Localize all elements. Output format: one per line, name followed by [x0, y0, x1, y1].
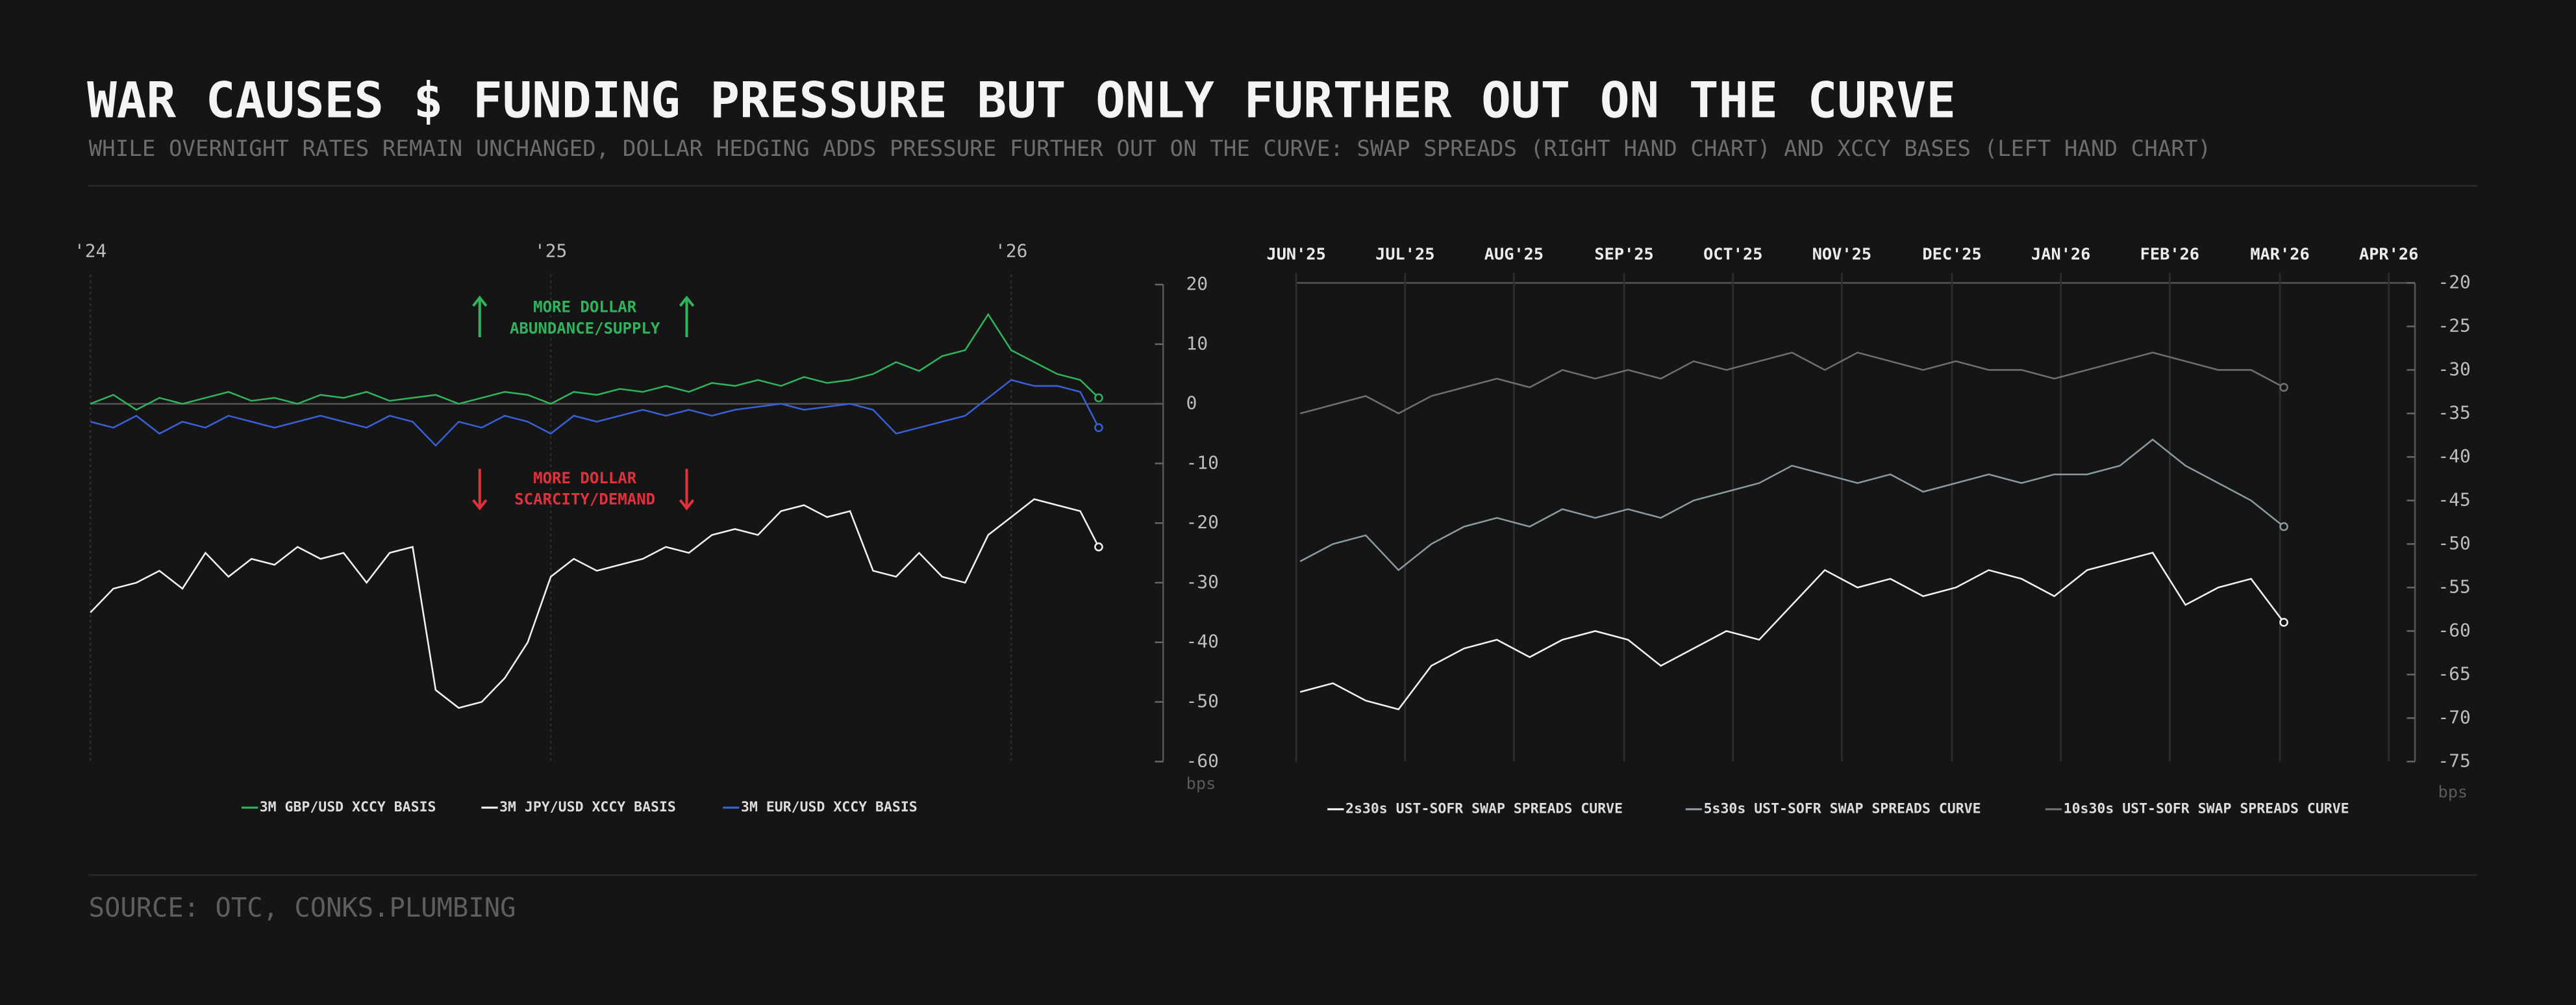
x-tick-label: JUL'25 [1375, 244, 1434, 263]
series-line [90, 379, 1100, 447]
x-tick-label: AUG'25 [1484, 244, 1544, 263]
y-tick-label: -30 [1186, 571, 1219, 592]
series-line [90, 312, 1099, 411]
y-tick-label: -45 [2438, 489, 2470, 510]
legend-label: 10s30s UST-SOFR SWAP SPREADS CURVE [2064, 801, 2349, 817]
y-tick-label: -75 [2438, 750, 2470, 771]
annotation: MORE DOLLAR [533, 298, 637, 316]
legend-label: 2s30s UST-SOFR SWAP SPREADS CURVE [1345, 801, 1623, 817]
y-tick-label: 10 [1186, 333, 1208, 354]
y-tick-label: -60 [1186, 750, 1219, 771]
arrow-head [679, 296, 695, 307]
series-line [1299, 439, 2284, 572]
y-tick-label: -30 [2438, 358, 2470, 379]
legend-label: 3M EUR/USD XCCY BASIS [741, 799, 918, 815]
x-tick-label: SEP'25 [1594, 244, 1653, 263]
arrow-head [472, 499, 488, 511]
legend-label: 5s30s UST-SOFR SWAP SPREADS CURVE [1704, 801, 1981, 817]
subtitle: WHILE OVERNIGHT RATES REMAIN UNCHANGED, … [89, 136, 2211, 162]
y-tick-label: -20 [1186, 511, 1219, 533]
series-line [1299, 552, 2285, 711]
annotation: SCARCITY/DEMAND [514, 490, 655, 509]
y-tick-label: -10 [1186, 452, 1219, 473]
title: WAR CAUSES $ FUNDING PRESSURE BUT ONLY F… [87, 71, 1956, 129]
end-marker [1094, 393, 1103, 403]
y-tick-label: -40 [2438, 445, 2470, 466]
x-tick-label: NOV'25 [1812, 244, 1871, 263]
x-tick-label: MAR'26 [2250, 244, 2309, 263]
y-unit: bps [1186, 774, 1216, 793]
y-unit: bps [2438, 782, 2468, 801]
y-tick-label: -60 [2438, 619, 2470, 641]
x-tick-label: JUN'25 [1266, 244, 1325, 263]
x-tick-label: '24 [74, 240, 106, 261]
x-tick-label: DEC'25 [1922, 244, 1981, 263]
y-tick-label: -70 [2438, 706, 2470, 728]
x-tick-label: '26 [995, 240, 1027, 261]
x-tick-label: APR'26 [2359, 244, 2418, 263]
legend-label: 3M JPY/USD XCCY BASIS [499, 799, 676, 815]
end-marker [1094, 423, 1103, 433]
x-tick-label: '25 [534, 240, 567, 261]
y-tick-label: -50 [2438, 532, 2470, 553]
arrow-head [679, 499, 695, 511]
end-marker [1094, 542, 1103, 552]
series-line [1299, 351, 2284, 414]
x-tick-label: OCT'25 [1703, 244, 1762, 263]
y-tick-label: 20 [1186, 273, 1208, 294]
source: SOURCE: OTC, CONKS.PLUMBING [89, 892, 516, 923]
arrow-head [472, 296, 488, 307]
annotation: MORE DOLLAR [533, 469, 637, 487]
annotation: ABUNDANCE/SUPPLY [510, 319, 660, 337]
y-tick-label: -40 [1186, 631, 1219, 652]
x-tick-label: JAN'26 [2031, 244, 2090, 263]
legend-label: 3M GBP/USD XCCY BASIS [260, 799, 436, 815]
y-tick-label: -20 [2438, 271, 2470, 292]
y-tick-label: -65 [2438, 663, 2470, 684]
y-tick-label: -50 [1186, 690, 1219, 711]
x-tick-label: FEB'26 [2140, 244, 2199, 263]
end-marker [2279, 522, 2288, 531]
y-tick-label: -25 [2438, 314, 2470, 336]
end-marker [2279, 383, 2288, 392]
y-tick-label: 0 [1186, 392, 1197, 414]
end-marker [2279, 618, 2288, 627]
y-tick-label: -55 [2438, 576, 2470, 597]
y-tick-label: -35 [2438, 401, 2470, 423]
series-line [90, 498, 1100, 709]
